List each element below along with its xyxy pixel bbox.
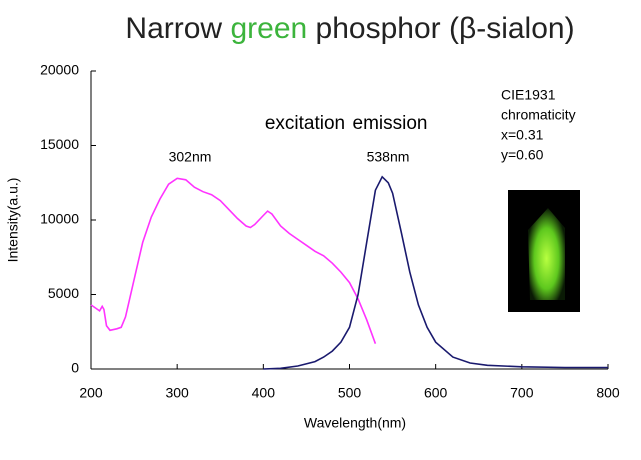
title-part: phosphor (β-sialon) bbox=[316, 12, 575, 45]
y-tick-label: 0 bbox=[71, 360, 79, 376]
x-tick-label: 200 bbox=[79, 385, 103, 401]
cie-note: y=0.60 bbox=[501, 147, 544, 163]
y-tick-label: 15000 bbox=[40, 136, 79, 152]
y-tick-label: 20000 bbox=[40, 62, 79, 78]
phosphor-vial bbox=[528, 208, 565, 300]
x-tick-label: 800 bbox=[596, 385, 620, 401]
title-highlight: green bbox=[230, 12, 307, 45]
cie-note: chromaticity bbox=[501, 107, 576, 123]
emission-label: emission bbox=[353, 113, 428, 134]
x-axis-label: Wavelength(nm) bbox=[304, 415, 406, 431]
y-tick-label: 10000 bbox=[40, 211, 79, 227]
title-part: Narrow bbox=[125, 12, 222, 45]
series-line bbox=[90, 177, 377, 344]
annotation: 302nm bbox=[169, 149, 212, 165]
y-axis-label: Intensity(a.u.) bbox=[5, 178, 21, 263]
x-tick-label: 700 bbox=[510, 385, 534, 401]
y-tick-label: 5000 bbox=[48, 285, 79, 301]
annotation: 538nm bbox=[367, 149, 410, 165]
x-tick-label: 600 bbox=[424, 385, 448, 401]
chart-title: Narrow green phosphor (β-sialon) bbox=[125, 12, 574, 45]
x-tick-label: 500 bbox=[338, 385, 362, 401]
x-tick-label: 400 bbox=[252, 385, 276, 401]
x-tick-label: 300 bbox=[165, 385, 189, 401]
series-line bbox=[263, 175, 608, 370]
excitation-label: excitation bbox=[265, 113, 345, 134]
cie-note: CIE1931 bbox=[501, 87, 556, 103]
cie-note: x=0.31 bbox=[501, 127, 544, 143]
